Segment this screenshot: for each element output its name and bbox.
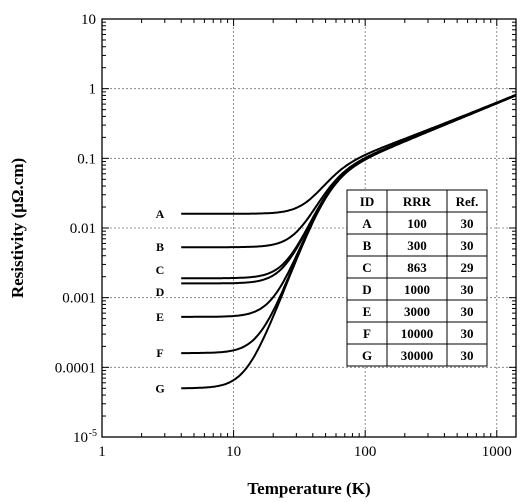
table-cell: 30 [461,282,474,297]
table-cell: 30 [461,348,474,363]
table-cell: C [362,260,371,275]
y-tick-label: 0.001 [62,291,96,307]
rrr-table: ID RRR Ref. A 100 30 B 300 30 C 863 29 D 1000 30 E 3000 3… [346,189,488,367]
table-cell: 29 [461,260,475,275]
y-tick-label-exponent: -5 [89,428,97,439]
y-tick-label: 1 [89,82,97,98]
x-tick-label: 1000 [482,444,512,460]
x-tick-label: 100 [354,444,377,460]
y-tick-label: 0.01 [70,221,96,237]
curve-label-d: D [156,285,165,299]
table-header-cell: RRR [403,194,432,209]
table-cell: G [362,348,372,363]
table-cell: B [363,238,372,253]
table-header-cell: ID [360,194,374,209]
curves [181,93,517,390]
y-tick-label: 0.0001 [55,360,96,376]
y-tick-label: 10 [73,430,88,446]
x-tick-label: 10 [226,444,241,460]
curve-g [181,94,517,390]
table-cell: 300 [407,238,427,253]
table-cell: A [362,216,372,231]
x-axis-title: Temperature (K) [247,479,370,498]
table-cell: 1000 [404,282,430,297]
table-cell: 30000 [401,348,434,363]
curve-label-f: F [156,346,163,360]
table-header-cell: Ref. [456,194,479,209]
table-cell: 30 [461,304,474,319]
table-cell: D [362,282,371,297]
y-tick-label: 0.1 [77,151,96,167]
table-cell: 863 [407,260,427,275]
curve-label-c: C [156,263,165,277]
table-cell: 30 [461,238,474,253]
table-cell: 100 [407,216,427,231]
y-tick-label: 10 [81,12,96,28]
table-cell: 30 [461,216,474,231]
table-cell: 30 [461,326,474,341]
table-cell: 3000 [404,304,430,319]
table-cell: F [363,326,371,341]
y-axis-title: Resistivity (μΩ.cm) [8,158,27,298]
table-cell: E [363,304,372,319]
table-cell: 10000 [401,326,434,341]
curve-label-g: G [155,381,164,395]
x-tick-label: 1 [98,444,106,460]
curve-label-b: B [156,240,164,254]
curve-label-a: A [156,207,165,221]
curve-label-e: E [156,310,164,324]
